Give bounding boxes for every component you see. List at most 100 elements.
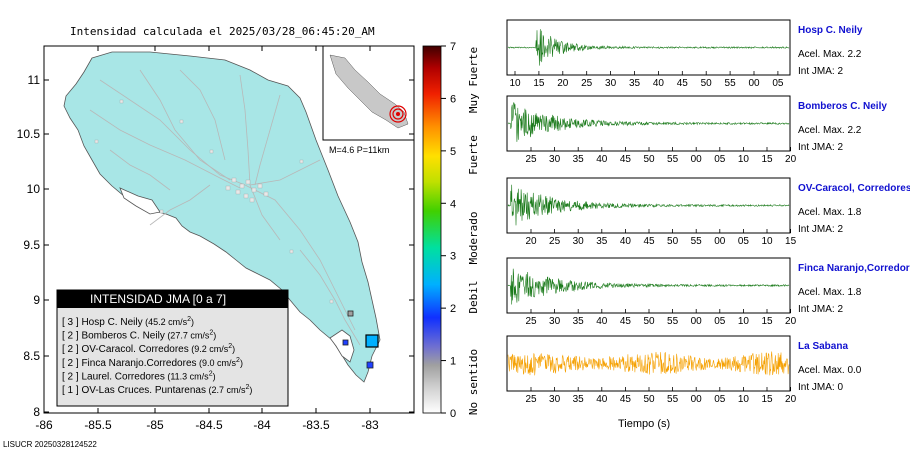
colorbar-tick-label: 5 [450,146,456,158]
jma-intensity: Int JMA: 2 [798,304,843,315]
seismogram-panel: 10 15 20 25 30 35 40 45 50 55 00 05 Hosp C. Neily Ace… [506,19,863,89]
time-tick-label: 55 [667,394,679,405]
accel-max: Acel. Max. 2.2 [798,125,862,136]
lat-tick-label: 10.5 [17,127,41,141]
legend-row: [ 2 ] Laurel. Corredores (11.3 cm/s2) [62,370,216,382]
time-tick-label: 50 [643,394,655,405]
lat-tick-label: 9.5 [23,238,40,252]
colorbar-gradient [422,45,442,414]
legend-close: ) [240,358,243,368]
time-tick-label: 50 [643,316,655,327]
colorbar-category-label: Muy Fuerte [467,47,480,113]
inset-land [329,54,409,129]
time-tick-label: 35 [573,394,585,405]
jma-intensity: Int JMA: 2 [798,224,843,235]
time-tick-label: 25 [549,236,561,247]
colorbar-category-label: Fuerte [467,135,480,175]
seismogram-panel: 25 30 35 40 45 50 55 00 05 10 15 20 Bomberos C. Neil… [506,95,887,165]
legend-unit-sup: 2 [245,384,249,391]
time-tick-label: 40 [620,236,632,247]
lon-tick-label: -84.5 [195,418,223,432]
station-marker-las-cruces [347,310,354,317]
station-marker-corredores [366,361,374,369]
lat-tick-label: 11 [28,73,41,87]
seismogram-panel: 20 25 30 35 40 45 50 55 00 05 10 15 OV-Caracol, Corr… [506,177,910,247]
lon-tick-label: -84 [253,418,271,432]
accel-max: Acel. Max. 2.2 [798,49,862,60]
legend-pga: (9.2 cm/s [189,344,229,354]
time-tick-label: 55 [667,316,679,327]
time-tick-label: 35 [596,236,608,247]
seismogram-panels: 10 15 20 25 30 35 40 45 50 55 00 05 Hosp C. Neily Ace… [506,19,910,405]
locator-inset: M=4.6 P=11km [322,45,415,155]
time-tick-label: 30 [549,316,561,327]
legend-row: [ 2 ] OV-Caracol. Corredores (9.2 cm/s2) [62,343,235,355]
time-tick-label: 10 [738,316,750,327]
epicenter-ring-outer [389,105,407,123]
legend-pga: (2.7 cm/s [206,385,246,395]
colorbar-tick-label: 4 [450,198,456,210]
time-tick-label: 00 [691,394,703,405]
legend-pga: (45.2 cm/s [143,317,188,327]
legend-unit-sup: 2 [209,330,213,337]
station-name: Finca Naranjo,Corredores [798,263,910,274]
time-tick-label: 10 [738,154,750,165]
colorbar-tick-label: 6 [450,93,456,105]
colorbar-category-label: Debil [467,280,480,313]
lat-tick-label: 9 [33,293,40,307]
legend-close: ) [232,344,235,354]
station-marker-laurel [342,339,349,346]
time-tick-label: 15 [761,154,773,165]
legend-level: [ 2 ] [62,358,81,369]
time-tick-label: 25 [525,154,537,165]
city-dots [94,99,334,304]
time-tick-label: 20 [785,316,797,327]
jma-intensity: Int JMA: 2 [798,142,843,153]
seismogram-panel: 25 30 35 40 45 50 55 00 05 10 15 20 La Sabana Acel. M… [506,335,862,405]
footer-id: LISUCR 20250328124522 [3,440,97,449]
time-tick-label: 10 [738,394,750,405]
station-name: Hosp C. Neily [798,25,863,36]
legend-unit-sup: 2 [236,357,240,364]
legend-unit-sup: 2 [187,316,191,323]
time-tick-label: 30 [605,78,617,89]
seismogram-trace [507,351,790,376]
legend-pga: (11.3 cm/s [165,371,209,381]
latitude-axis: 11 10.5 10 9.5 9 8.5 8 [17,73,414,419]
lat-tick-label: 10 [27,182,41,196]
epicenter-dot [396,112,400,116]
legend-level: [ 1 ] [62,385,81,396]
seismogram-trace [507,268,790,305]
time-tick-label: 10 [509,78,521,89]
time-tick-label: 55 [691,236,703,247]
inset-label: M=4.6 P=11km [329,145,389,155]
intensity-map: Intensidad calculada el 2025/03/28_06:45… [17,25,415,432]
lon-tick-label: -83 [361,418,379,432]
time-tick-label: 50 [643,154,655,165]
intensity-legend: INTENSIDAD JMA [0 a 7] [ 3 ] Hosp C. Nei… [56,289,289,407]
time-tick-label: 15 [533,78,545,89]
colorbar-tick-label: 2 [450,303,456,315]
time-tick-label: 30 [573,236,585,247]
time-tick-label: 00 [714,236,726,247]
time-tick-label: 05 [772,78,784,89]
legend-unit-sup: 2 [209,370,213,377]
legend-station: Hosp C. Neily [81,317,142,328]
time-tick-label: 15 [761,316,773,327]
time-tick-label: 25 [525,316,537,327]
accel-max: Acel. Max. 1.8 [798,207,862,218]
legend-station: OV-Las Cruces. Puntarenas [81,385,206,396]
station-name: OV-Caracol, Corredores [798,183,910,194]
seismogram-panel: 25 30 35 40 45 50 55 00 05 10 15 20 Finca Naranjo,Co… [506,257,910,327]
legend-row: [ 1 ] OV-Las Cruces. Puntarenas (2.7 cm/… [62,384,252,396]
accel-max: Acel. Max. 0.0 [798,365,862,376]
lat-tick-label: 8 [33,405,40,419]
nicoya-gulf-water [119,187,161,215]
time-tick-label: 45 [620,154,632,165]
station-name: Bomberos C. Neily [798,101,887,112]
time-tick-label: 35 [573,316,585,327]
legend-level: [ 3 ] [62,317,81,328]
time-tick-label: 05 [738,236,750,247]
legend-station: OV-Caracol. Corredores [81,344,188,355]
seismogram-trace [507,102,790,142]
